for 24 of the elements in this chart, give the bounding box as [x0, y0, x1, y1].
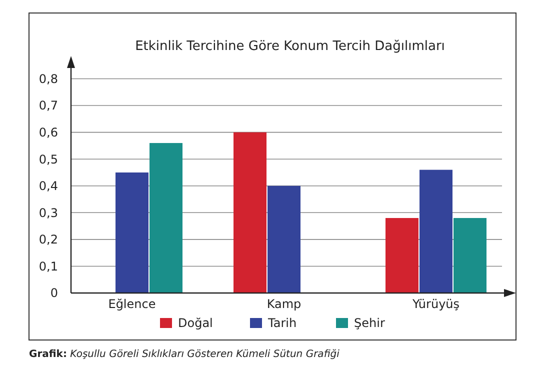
- y-tick-label: 0,7: [38, 98, 58, 113]
- y-tick-label: 0,2: [38, 232, 58, 247]
- chart-title: Etkinlik Tercihine Göre Konum Tercih Dağılımları: [135, 39, 445, 54]
- x-tick-label: Eğlence: [108, 297, 156, 311]
- y-tick-label: 0: [50, 286, 58, 300]
- x-tick-label: Kamp: [266, 297, 302, 311]
- y-tick-label: 0,4: [38, 179, 58, 194]
- y-tick-label: 0,8: [38, 72, 58, 86]
- bar: [234, 132, 266, 293]
- bar: [268, 186, 300, 293]
- bar: [454, 218, 486, 293]
- bar: [420, 170, 452, 293]
- legend-label: Tarih: [267, 316, 297, 330]
- y-tick-label: 0,1: [38, 259, 58, 274]
- text: Grafik: Koşullu Göreli Sıklıkları Gösteren Kümeli Sütun Grafiği: [29, 349, 340, 360]
- bar: [386, 218, 418, 293]
- legend-label: Doğal: [178, 316, 213, 330]
- x-tick-label: Yürüyüş: [411, 297, 460, 311]
- y-tick-label: 0,5: [38, 152, 58, 166]
- y-tick-label: 0,6: [38, 126, 58, 140]
- bar: [116, 172, 148, 293]
- legend-label: Şehir: [354, 316, 385, 330]
- bar: [150, 143, 182, 293]
- y-tick-label: 0,3: [38, 206, 58, 220]
